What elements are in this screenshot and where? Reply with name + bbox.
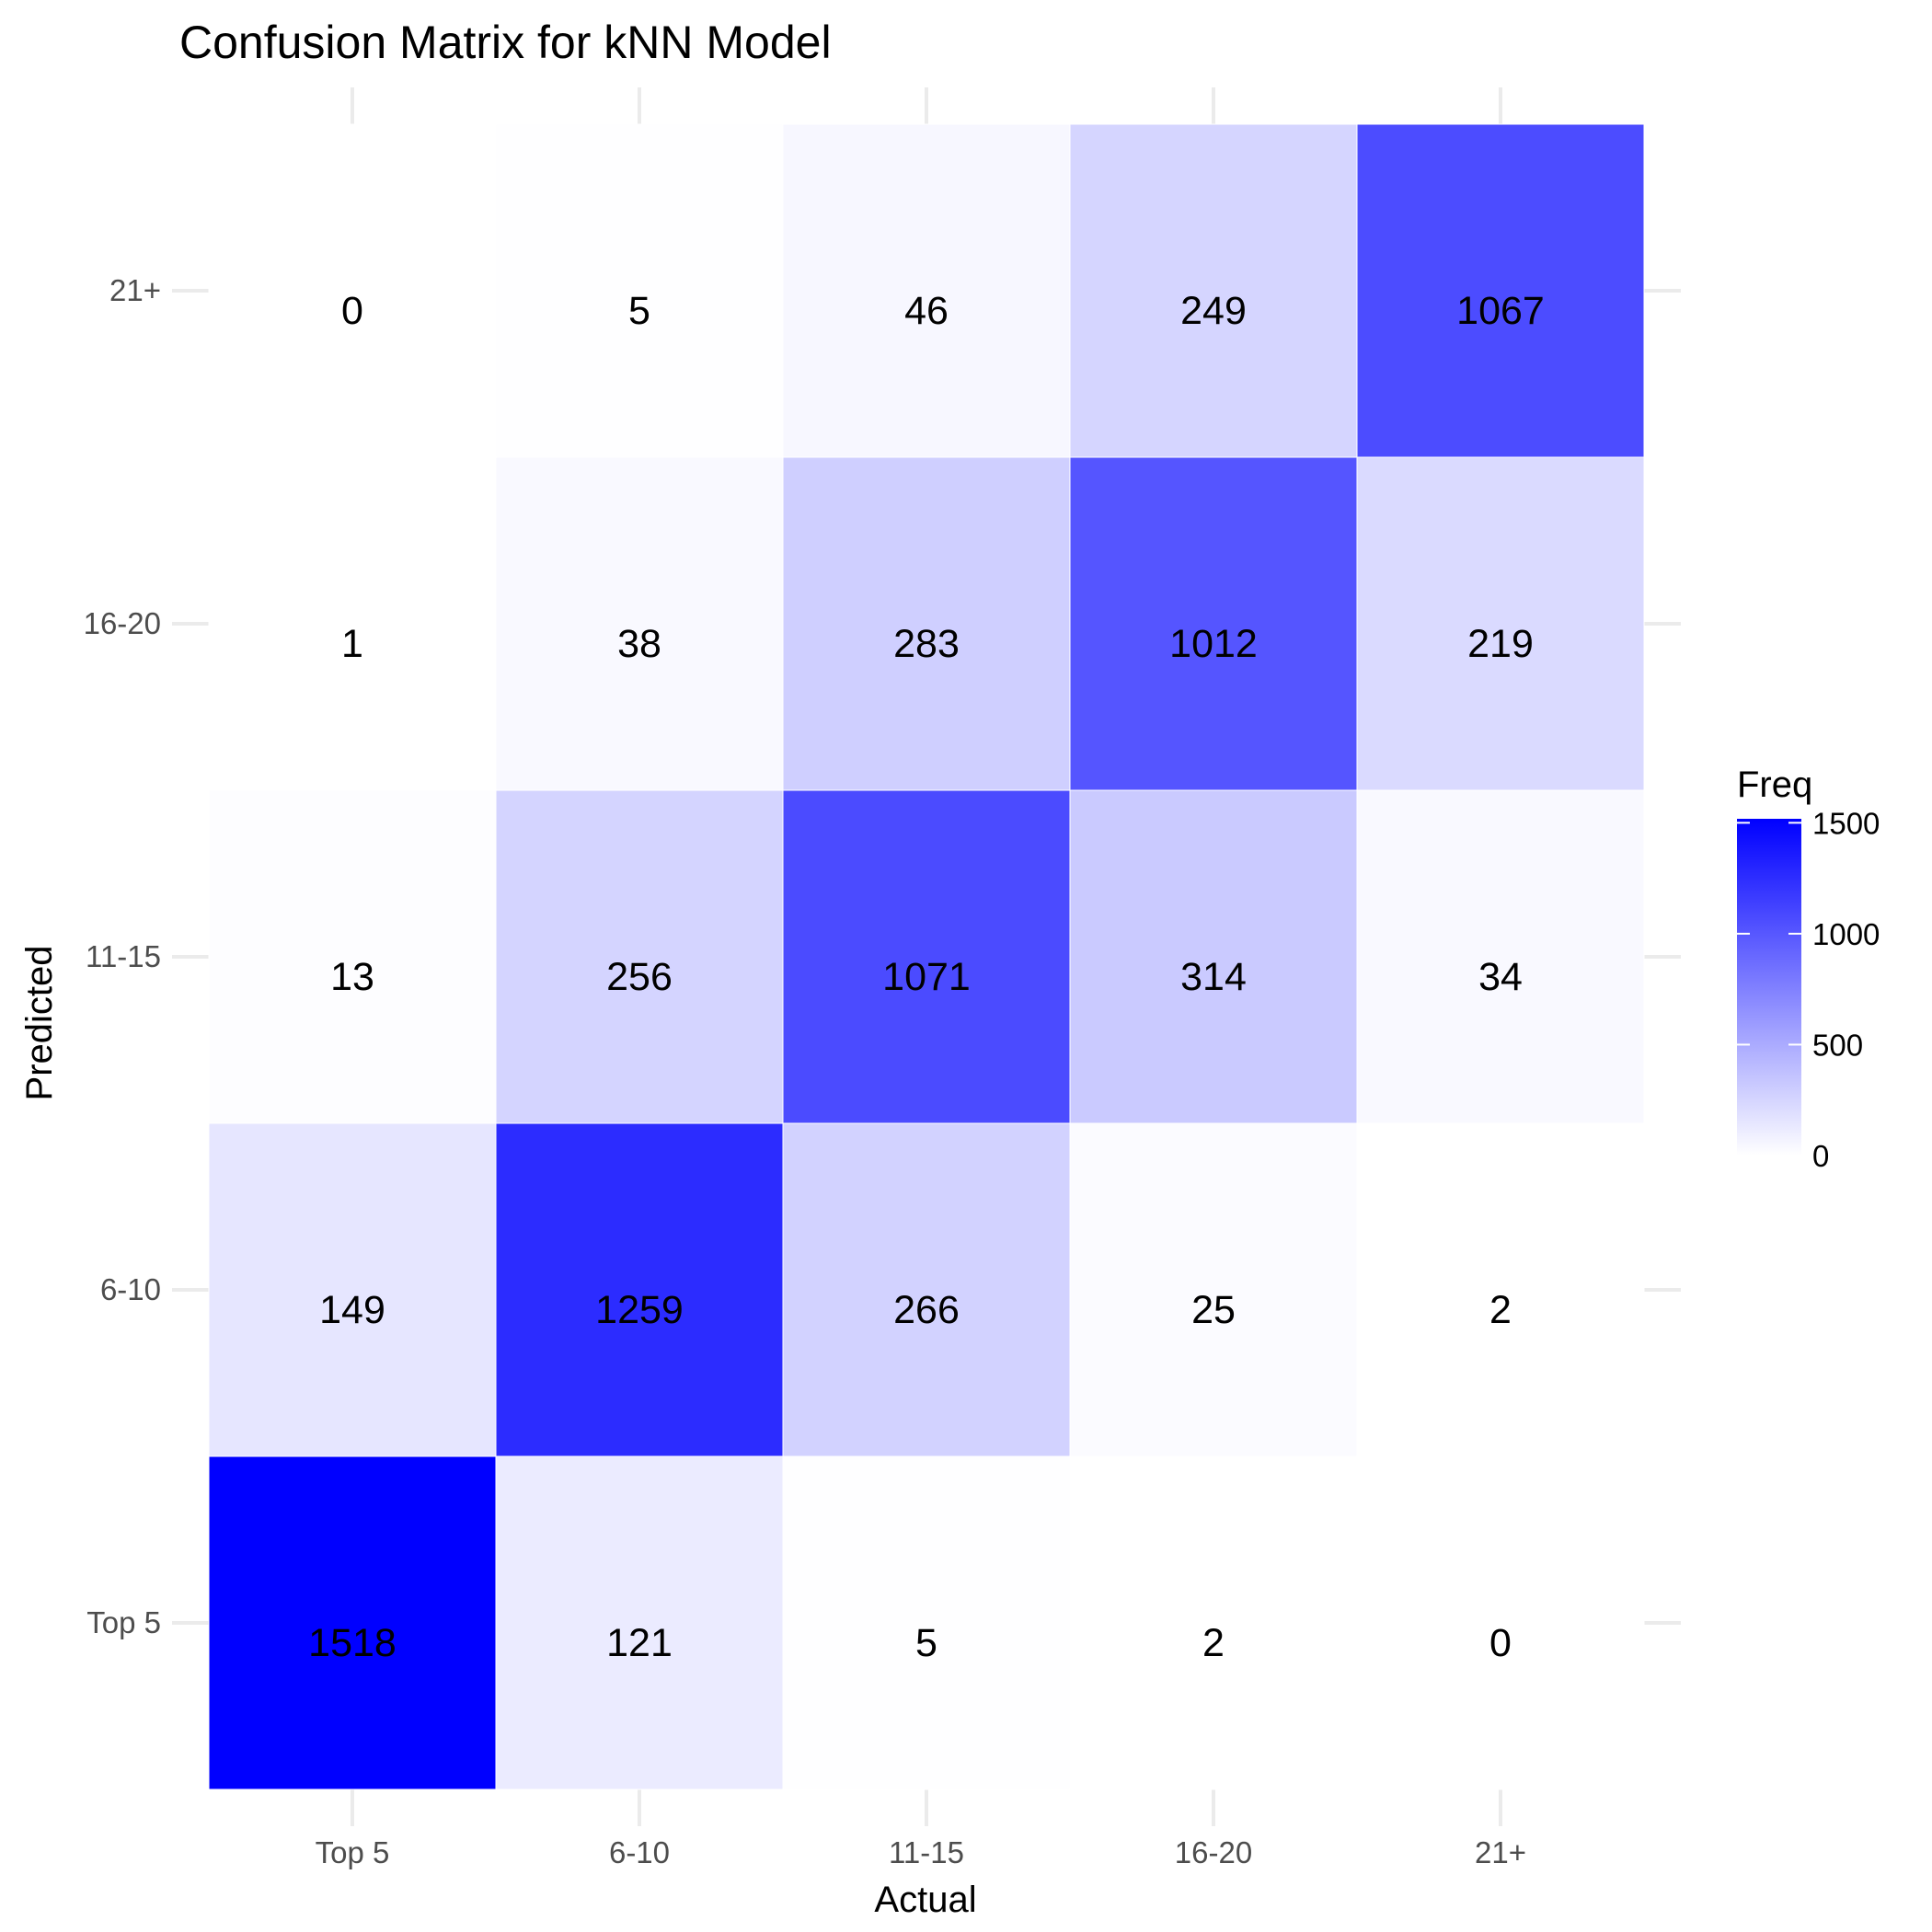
cell-value-label: 5 xyxy=(915,1621,937,1665)
y-tick-label: Top 5 xyxy=(86,1605,161,1639)
heatmap-cell xyxy=(208,123,497,458)
legend-colorbar xyxy=(1737,819,1801,1156)
x-tick-label: Top 5 xyxy=(316,1835,390,1869)
x-tick-label: 11-15 xyxy=(889,1835,964,1869)
cell-value-label: 219 xyxy=(1467,622,1534,666)
x-tick-label: 6-10 xyxy=(609,1835,670,1869)
heatmap-cell xyxy=(495,123,784,458)
cell-value-label: 13 xyxy=(330,955,374,999)
cell-value-label: 314 xyxy=(1180,955,1247,999)
heatmap-cell xyxy=(782,456,1071,791)
heatmap-cell xyxy=(495,456,784,791)
cell-value-label: 1518 xyxy=(308,1621,397,1665)
legend: Freq 0 500 1000 1500 xyxy=(1737,765,1880,1173)
legend-tick-label: 500 xyxy=(1812,1028,1863,1062)
cell-value-label: 283 xyxy=(893,622,960,666)
chart-title: Confusion Matrix for kNN Model xyxy=(179,17,832,68)
legend-title: Freq xyxy=(1737,765,1812,805)
heatmap-cell xyxy=(495,1122,784,1457)
heatmap-cell xyxy=(1356,789,1645,1124)
heatmap-cell xyxy=(782,123,1071,458)
x-tick-label: 16-20 xyxy=(1175,1835,1252,1869)
heatmap-cell xyxy=(1069,123,1358,458)
cell-value-label: 2 xyxy=(1202,1621,1225,1665)
cell-value-label: 34 xyxy=(1478,955,1523,999)
cell-value-label: 25 xyxy=(1191,1288,1236,1332)
y-tick-label: 6-10 xyxy=(100,1272,161,1306)
heatmap-cell xyxy=(1069,789,1358,1124)
cell-value-label: 38 xyxy=(617,622,661,666)
cell-value-label: 5 xyxy=(628,289,650,333)
y-tick-label: 16-20 xyxy=(84,606,161,640)
cell-value-label: 1259 xyxy=(595,1288,684,1332)
y-axis-tick-labels: Top 5 6-10 11-15 16-20 21+ xyxy=(84,273,161,1639)
heatmap-cell xyxy=(1356,1122,1645,1457)
legend-tick-label: 1000 xyxy=(1812,917,1880,951)
heatmap-cell xyxy=(782,789,1071,1124)
cell-value-label: 1071 xyxy=(882,955,971,999)
heatmap-cell xyxy=(1069,1455,1358,1790)
cell-value-label: 1012 xyxy=(1169,622,1258,666)
heatmap-cell xyxy=(208,1122,497,1457)
cell-value-label: 0 xyxy=(341,289,363,333)
cell-value-label: 46 xyxy=(904,289,949,333)
y-tick-label: 21+ xyxy=(109,273,161,307)
cell-value-label: 256 xyxy=(606,955,673,999)
heatmap-cell xyxy=(1356,1455,1645,1790)
cell-value-label: 1067 xyxy=(1456,289,1545,333)
x-axis-title: Actual xyxy=(874,1880,976,1920)
cell-value-label: 266 xyxy=(893,1288,960,1332)
heatmap-cell xyxy=(1356,456,1645,791)
legend-tick-label: 1500 xyxy=(1812,806,1880,840)
heatmap-cells xyxy=(208,123,1645,1790)
heatmap-cell xyxy=(1356,123,1645,458)
y-axis-title: Predicted xyxy=(19,946,60,1101)
cell-value-label: 249 xyxy=(1180,289,1247,333)
cell-value-label: 2 xyxy=(1489,1288,1512,1332)
cell-value-label: 0 xyxy=(1489,1621,1512,1665)
y-tick-label: 11-15 xyxy=(86,939,161,973)
legend-ticks: 0 500 1000 1500 xyxy=(1737,806,1880,1173)
cell-value-label: 121 xyxy=(606,1621,673,1665)
legend-tick-label: 0 xyxy=(1812,1139,1829,1173)
heatmap-cell xyxy=(208,456,497,791)
heatmap-cell xyxy=(1069,1122,1358,1457)
x-tick-label: 21+ xyxy=(1475,1835,1526,1869)
heatmap-cell xyxy=(208,789,497,1124)
x-axis-tick-labels: Top 5 6-10 11-15 16-20 21+ xyxy=(316,1835,1526,1869)
cell-value-labels: 1518149131012112592563855266107128346225… xyxy=(308,289,1545,1665)
heatmap-cell xyxy=(495,1455,784,1790)
heatmap-cell xyxy=(782,1122,1071,1457)
heatmap-cell xyxy=(208,1455,497,1790)
cell-value-label: 1 xyxy=(341,622,363,666)
cell-value-label: 149 xyxy=(319,1288,385,1332)
